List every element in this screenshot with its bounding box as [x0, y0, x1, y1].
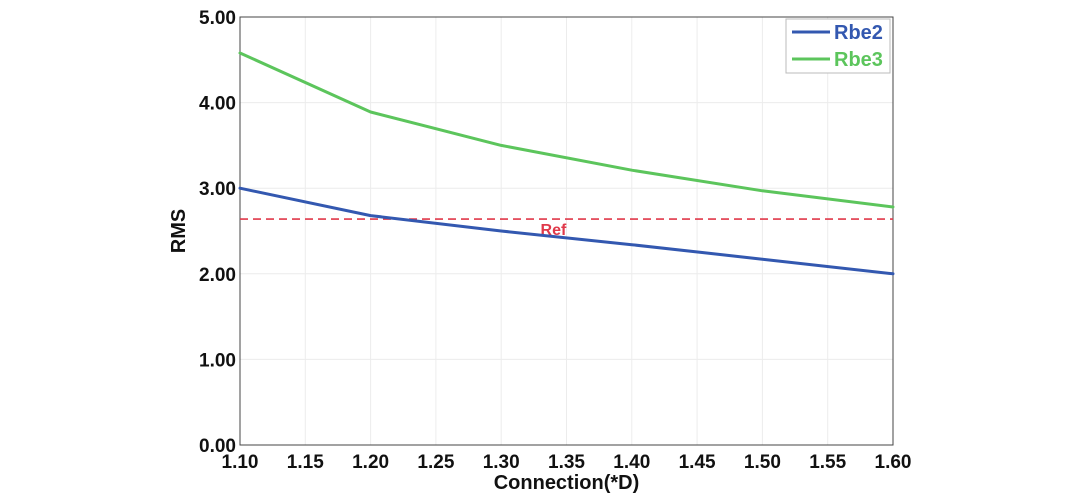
x-tick-label: 1.30 [483, 452, 520, 473]
y-tick-label: 1.00 [199, 350, 236, 371]
x-tick-label: 1.25 [417, 452, 454, 473]
y-tick-label: 3.00 [199, 179, 236, 200]
x-tick-label: 1.35 [548, 452, 585, 473]
x-tick-label: 1.60 [875, 452, 912, 473]
series-line-rbe3 [238, 51, 895, 209]
x-tick-label: 1.55 [809, 452, 846, 473]
y-tick-label: 2.00 [199, 265, 236, 286]
x-tick-label: 1.40 [613, 452, 650, 473]
x-tick-label: 1.10 [222, 452, 259, 473]
legend-label: Rbe2 [834, 22, 883, 44]
x-tick-label: 1.20 [352, 452, 389, 473]
y-axis-title: RMS [168, 209, 190, 253]
x-tick-label: 1.15 [287, 452, 324, 473]
plot-area [239, 16, 894, 446]
grid [239, 16, 894, 446]
y-tick-label: 0.00 [199, 436, 236, 457]
x-tick-label: 1.45 [679, 452, 716, 473]
x-tick-label: 1.50 [744, 452, 781, 473]
x-axis-title: Connection(*D) [494, 472, 640, 494]
legend-box [785, 18, 891, 74]
y-tick-label: 4.00 [199, 94, 236, 115]
series-group [238, 51, 895, 276]
series-line-rbe2 [238, 186, 895, 276]
legend: Rbe2 Rbe3 [785, 18, 891, 74]
x-axis-ticks: 1.10 1.15 1.20 1.25 1.30 1.35 1.40 1.45 1.50 1.55… [222, 452, 912, 473]
y-axis-ticks: 0.00 1.00 2.00 3.00 4.00 5.00 [199, 8, 236, 457]
legend-label: Rbe3 [834, 49, 883, 71]
y-tick-label: 5.00 [199, 8, 236, 29]
